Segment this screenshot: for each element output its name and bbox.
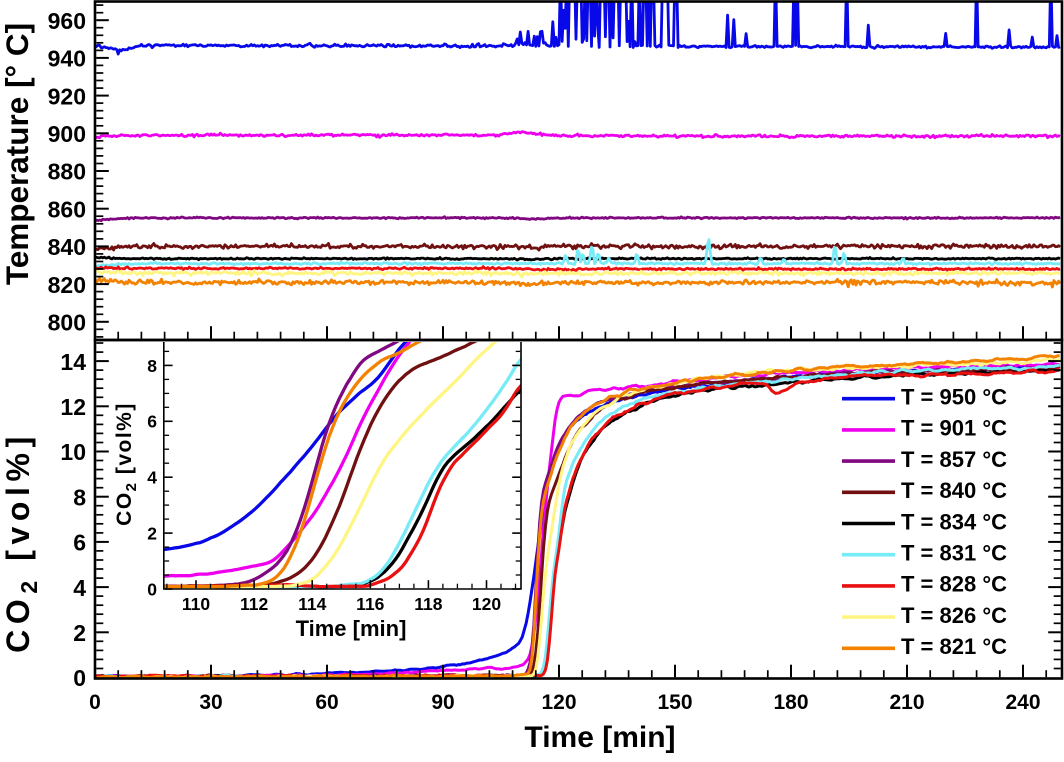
svg-text:940: 940 [48,46,86,72]
svg-text:10: 10 [60,439,86,465]
svg-text:2: 2 [73,620,86,646]
svg-text:118: 118 [414,594,442,614]
svg-text:CO2 [vol%]: CO2 [vol%] [113,402,140,526]
svg-text:8: 8 [73,484,86,510]
svg-text:900: 900 [48,121,86,147]
svg-text:820: 820 [48,272,86,298]
svg-text:T = 828 °C: T = 828 °C [901,572,1007,597]
svg-text:T = 821 °C: T = 821 °C [901,634,1007,659]
svg-text:T = 834 °C: T = 834 °C [901,509,1007,534]
svg-text:T = 826 °C: T = 826 °C [901,603,1007,628]
svg-text:T = 950 °C: T = 950 °C [901,385,1007,410]
svg-text:12: 12 [60,394,86,420]
svg-text:6: 6 [73,530,86,556]
svg-text:4: 4 [147,468,157,488]
svg-text:2: 2 [147,524,157,544]
svg-text:6: 6 [147,412,157,432]
svg-text:240: 240 [1005,691,1040,714]
svg-text:112: 112 [240,594,268,614]
svg-text:800: 800 [48,310,86,336]
svg-text:8: 8 [147,356,157,376]
svg-text:840: 840 [48,234,86,260]
svg-text:0: 0 [147,579,157,599]
svg-text:860: 860 [48,196,86,222]
svg-text:T = 831 °C: T = 831 °C [901,541,1007,566]
svg-text:T = 840 °C: T = 840 °C [901,478,1007,503]
svg-text:4: 4 [73,575,86,601]
svg-text:T = 901 °C: T = 901 °C [901,416,1007,441]
svg-text:CO2 [vol%]: CO2 [vol%] [0,431,42,653]
svg-text:0: 0 [89,691,101,714]
svg-text:960: 960 [48,8,86,34]
svg-text:T = 857 °C: T = 857 °C [901,447,1007,472]
svg-text:120: 120 [541,691,576,714]
svg-text:114: 114 [298,594,326,614]
svg-text:920: 920 [48,83,86,109]
svg-text:210: 210 [889,691,924,714]
svg-text:60: 60 [315,691,338,714]
svg-text:14: 14 [60,349,86,375]
svg-text:150: 150 [657,691,692,714]
svg-text:Temperature [° C]: Temperature [° C] [0,23,35,285]
svg-text:Time [min]: Time [min] [296,616,407,641]
svg-text:0: 0 [73,665,86,691]
svg-text:880: 880 [48,159,86,185]
svg-text:110: 110 [182,594,210,614]
svg-text:180: 180 [773,691,808,714]
svg-text:30: 30 [199,691,222,714]
svg-text:116: 116 [356,594,384,614]
svg-text:120: 120 [472,594,501,614]
svg-text:Time [min]: Time [min] [524,721,675,754]
svg-text:90: 90 [431,691,454,714]
